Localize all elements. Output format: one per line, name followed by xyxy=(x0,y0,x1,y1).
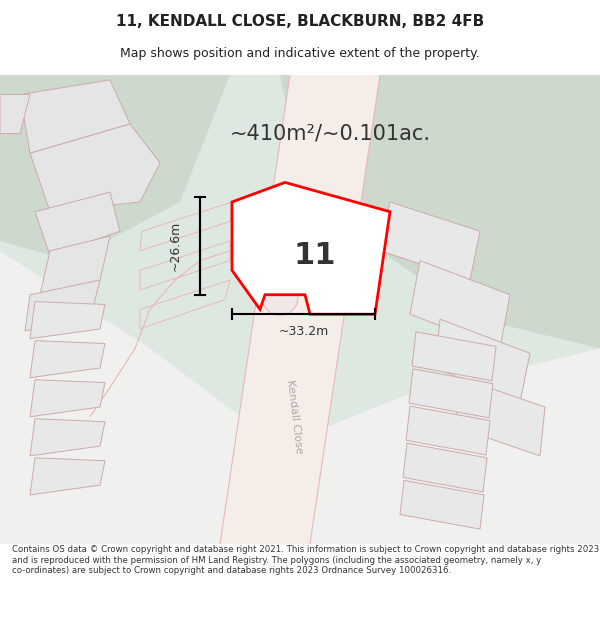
Text: 11, KENDALL CLOSE, BLACKBURN, BB2 4FB: 11, KENDALL CLOSE, BLACKBURN, BB2 4FB xyxy=(116,14,484,29)
Text: ~33.2m: ~33.2m xyxy=(278,326,329,338)
Polygon shape xyxy=(280,75,600,349)
Polygon shape xyxy=(30,379,105,417)
Polygon shape xyxy=(410,261,510,349)
Polygon shape xyxy=(400,480,484,529)
Polygon shape xyxy=(25,280,100,331)
Text: ~410m²/~0.101ac.: ~410m²/~0.101ac. xyxy=(229,124,431,144)
Polygon shape xyxy=(30,124,160,212)
Text: Map shows position and indicative extent of the property.: Map shows position and indicative extent… xyxy=(120,48,480,61)
Polygon shape xyxy=(30,458,105,495)
Polygon shape xyxy=(232,182,390,314)
Polygon shape xyxy=(412,332,496,381)
Polygon shape xyxy=(0,75,600,544)
Polygon shape xyxy=(406,406,490,455)
Polygon shape xyxy=(409,369,493,418)
Polygon shape xyxy=(380,202,480,280)
Polygon shape xyxy=(403,443,487,492)
Polygon shape xyxy=(30,341,105,377)
Polygon shape xyxy=(0,75,230,261)
Polygon shape xyxy=(220,75,380,544)
Polygon shape xyxy=(455,378,545,456)
Polygon shape xyxy=(0,75,600,446)
Polygon shape xyxy=(35,192,120,256)
Polygon shape xyxy=(30,419,105,456)
Polygon shape xyxy=(40,236,110,295)
Text: Kendall Close: Kendall Close xyxy=(286,379,305,454)
Text: ~26.6m: ~26.6m xyxy=(169,221,182,271)
Text: Contains OS data © Crown copyright and database right 2021. This information is : Contains OS data © Crown copyright and d… xyxy=(12,546,599,575)
Polygon shape xyxy=(30,301,105,339)
Text: 11: 11 xyxy=(294,241,336,270)
Polygon shape xyxy=(435,319,530,402)
Circle shape xyxy=(262,280,298,315)
Polygon shape xyxy=(20,80,130,153)
Polygon shape xyxy=(0,94,30,134)
